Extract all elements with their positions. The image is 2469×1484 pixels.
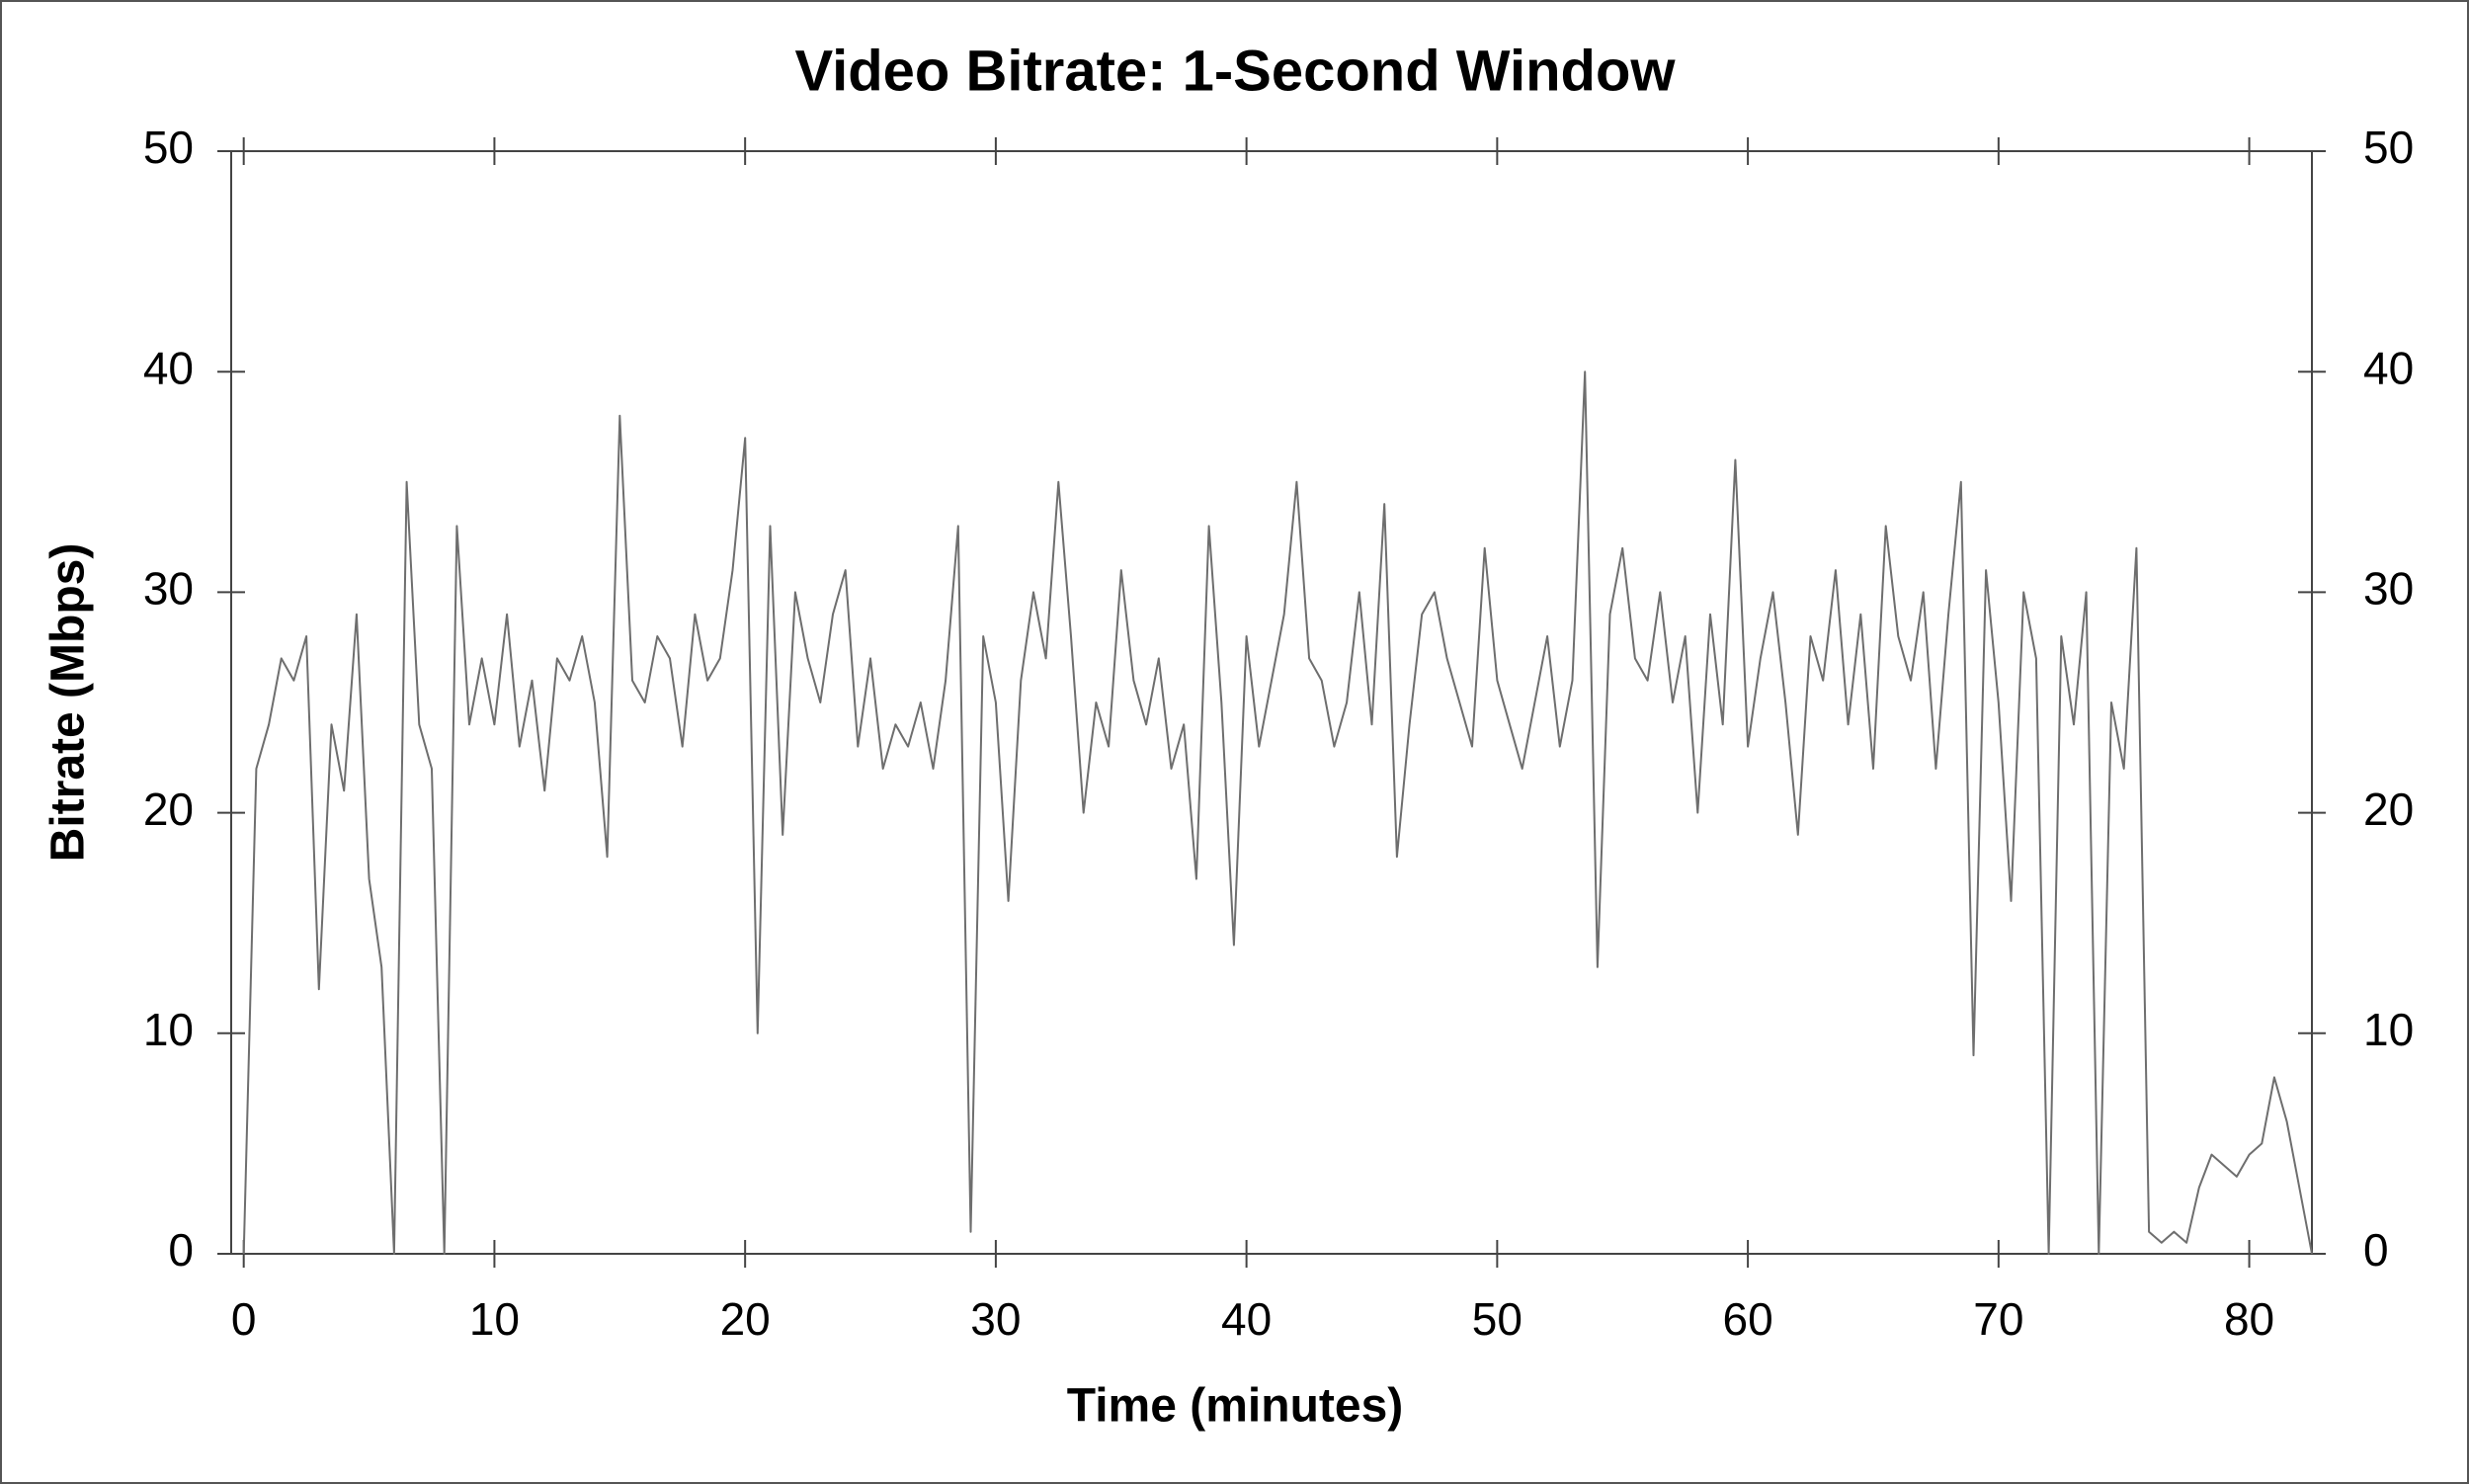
y2-tick-label: 20 (2363, 783, 2414, 835)
x-tick-label: 10 (469, 1293, 520, 1345)
y-tick-label: 30 (143, 563, 194, 615)
x-axis-title: Time (minutes) (1067, 1380, 1404, 1433)
y-axis-title: Bitrate (Mbps) (42, 543, 95, 863)
y-tick-label: 50 (143, 122, 194, 173)
y2-tick-label: 40 (2363, 342, 2414, 393)
y-tick-label: 20 (143, 783, 194, 835)
y2-tick-label: 10 (2363, 1004, 2414, 1055)
chart-title: Video Bitrate: 1-Second Window (794, 39, 1676, 103)
x-tick-label: 70 (1973, 1293, 2023, 1345)
x-tick-label: 80 (2224, 1293, 2274, 1345)
y2-tick-label: 0 (2363, 1224, 2389, 1276)
y-tick-label: 0 (168, 1224, 194, 1276)
x-tick-label: 60 (1723, 1293, 1773, 1345)
x-tick-label: 0 (231, 1293, 257, 1345)
x-tick-label: 40 (1221, 1293, 1272, 1345)
x-tick-label: 20 (720, 1293, 771, 1345)
x-tick-label: 30 (970, 1293, 1021, 1345)
y-tick-label: 40 (143, 342, 194, 393)
y2-tick-label: 30 (2363, 563, 2414, 615)
y2-tick-label: 50 (2363, 122, 2414, 173)
plot-area (230, 150, 2313, 1255)
x-tick-label: 50 (1472, 1293, 1523, 1345)
y-tick-label: 10 (143, 1004, 194, 1055)
bitrate-line (242, 371, 2313, 1255)
